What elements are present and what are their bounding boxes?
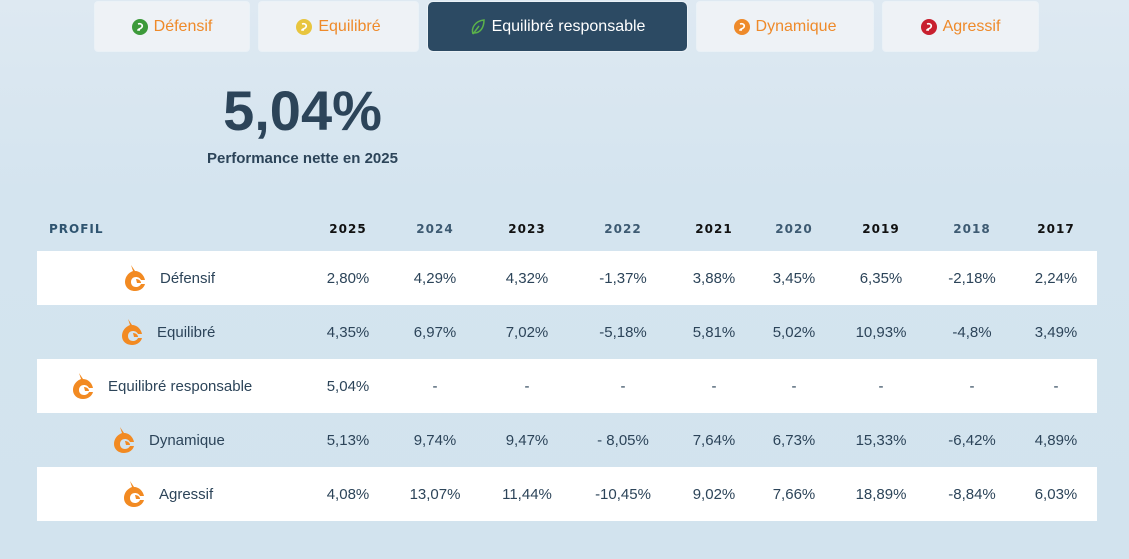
value-cell: 7,02% bbox=[505, 323, 549, 341]
value-cell: -6,42% bbox=[948, 431, 996, 449]
tab-label: Défensif bbox=[153, 17, 213, 35]
value-cell: 4,08% bbox=[326, 485, 370, 503]
value-cell: -2,18% bbox=[948, 269, 996, 287]
value-cell: 5,02% bbox=[772, 323, 816, 341]
value-cell: - bbox=[432, 377, 438, 395]
value-cell: - bbox=[524, 377, 530, 395]
value-cell: 6,97% bbox=[413, 323, 457, 341]
value-cell: 5,13% bbox=[326, 431, 370, 449]
value-cell: 4,32% bbox=[505, 269, 549, 287]
value-cell: -1,37% bbox=[599, 269, 647, 287]
profile-cell: Equilibré bbox=[121, 305, 215, 359]
column-header-profil: PROFIL bbox=[49, 222, 104, 236]
column-header-2021: 2021 bbox=[695, 222, 733, 236]
tab-equilibre-responsable[interactable]: Equilibré responsable bbox=[428, 2, 687, 51]
value-cell: - bbox=[711, 377, 717, 395]
value-cell: 3,45% bbox=[772, 269, 816, 287]
value-cell: 4,35% bbox=[326, 323, 370, 341]
table-header: PROFIL 2025 2024 2023 2022 2021 2020 201… bbox=[37, 208, 1097, 251]
profile-name: Dynamique bbox=[149, 431, 225, 449]
profile-name: Equilibré bbox=[157, 323, 216, 341]
lynx-logo-icon bbox=[121, 318, 143, 346]
value-cell: - bbox=[969, 377, 975, 395]
value-cell: 15,33% bbox=[855, 431, 907, 449]
profile-badge-icon bbox=[733, 18, 750, 35]
profile-tabs: Défensif Equilibré Equilibré responsable… bbox=[0, 2, 1129, 52]
column-header-2024: 2024 bbox=[416, 222, 454, 236]
value-cell: 11,44% bbox=[502, 485, 552, 503]
profile-name: Défensif bbox=[160, 269, 216, 287]
value-cell: 5,04% bbox=[326, 377, 370, 395]
table-row: Equilibré responsable 5,04% - - - - - - … bbox=[37, 359, 1097, 413]
tab-label: Equilibré responsable bbox=[491, 17, 646, 35]
value-cell: 2,24% bbox=[1034, 269, 1078, 287]
column-header-2018: 2018 bbox=[953, 222, 991, 236]
profile-cell: Agressif bbox=[123, 467, 213, 521]
value-cell: - bbox=[1053, 377, 1059, 395]
value-cell: - bbox=[620, 377, 626, 395]
table-row: Dynamique 5,13% 9,74% 9,47% - 8,05% 7,64… bbox=[37, 413, 1097, 467]
value-cell: - bbox=[791, 377, 797, 395]
leaf-icon bbox=[470, 18, 486, 35]
value-cell: 3,49% bbox=[1034, 323, 1078, 341]
profile-cell: Défensif bbox=[124, 251, 215, 305]
lynx-logo-icon bbox=[124, 264, 146, 292]
lynx-logo-icon bbox=[123, 480, 145, 508]
tab-equilibre[interactable]: Equilibré bbox=[259, 2, 418, 51]
column-header-2022: 2022 bbox=[604, 222, 642, 236]
value-cell: 18,89% bbox=[855, 485, 907, 503]
value-cell: -8,84% bbox=[948, 485, 996, 503]
value-cell: -5,18% bbox=[599, 323, 647, 341]
value-cell: 3,88% bbox=[692, 269, 736, 287]
value-cell: -10,45% bbox=[595, 485, 651, 503]
value-cell: -4,8% bbox=[952, 323, 992, 341]
column-header-2025: 2025 bbox=[329, 222, 367, 236]
column-header-2019: 2019 bbox=[862, 222, 900, 236]
profile-badge-icon bbox=[296, 18, 313, 35]
table-row: Equilibré 4,35% 6,97% 7,02% -5,18% 5,81%… bbox=[37, 305, 1097, 359]
performance-value: 5,04% bbox=[223, 79, 382, 142]
tab-agressif[interactable]: Agressif bbox=[883, 2, 1038, 51]
table-row: Agressif 4,08% 13,07% 11,44% -10,45% 9,0… bbox=[37, 467, 1097, 521]
value-cell: 9,47% bbox=[505, 431, 549, 449]
value-cell: 9,02% bbox=[692, 485, 736, 503]
tab-label: Dynamique bbox=[755, 17, 837, 35]
tab-dynamique[interactable]: Dynamique bbox=[697, 2, 873, 51]
table-row: Défensif 2,80% 4,29% 4,32% -1,37% 3,88% … bbox=[37, 251, 1097, 305]
tab-label: Equilibré bbox=[318, 17, 381, 35]
value-cell: 13,07% bbox=[409, 485, 461, 503]
value-cell: 6,73% bbox=[772, 431, 816, 449]
profile-name: Agressif bbox=[159, 485, 214, 503]
column-header-2023: 2023 bbox=[508, 222, 546, 236]
tab-label: Agressif bbox=[942, 17, 1001, 35]
tab-defensif[interactable]: Défensif bbox=[95, 2, 249, 51]
performance-table: PROFIL 2025 2024 2023 2022 2021 2020 201… bbox=[37, 208, 1097, 521]
lynx-logo-icon bbox=[113, 426, 135, 454]
value-cell: 6,35% bbox=[859, 269, 903, 287]
value-cell: 4,29% bbox=[413, 269, 457, 287]
value-cell: 2,80% bbox=[326, 269, 370, 287]
column-header-2017: 2017 bbox=[1037, 222, 1075, 236]
value-cell: 10,93% bbox=[855, 323, 907, 341]
value-cell: - bbox=[878, 377, 884, 395]
profile-name: Equilibré responsable bbox=[108, 377, 253, 395]
lynx-logo-icon bbox=[72, 372, 94, 400]
value-cell: 6,03% bbox=[1034, 485, 1078, 503]
performance-summary: 5,04% Performance nette en 2025 bbox=[190, 78, 415, 167]
profile-cell: Dynamique bbox=[113, 413, 225, 467]
value-cell: 7,66% bbox=[772, 485, 816, 503]
value-cell: 4,89% bbox=[1034, 431, 1078, 449]
value-cell: 9,74% bbox=[413, 431, 457, 449]
value-cell: 7,64% bbox=[692, 431, 736, 449]
value-cell: 5,81% bbox=[692, 323, 736, 341]
profile-cell: Equilibré responsable bbox=[72, 359, 252, 413]
performance-label: Performance nette en 2025 bbox=[207, 150, 398, 167]
profile-badge-icon bbox=[920, 18, 937, 35]
column-header-2020: 2020 bbox=[775, 222, 813, 236]
value-cell: - 8,05% bbox=[597, 431, 649, 449]
profile-badge-icon bbox=[131, 18, 148, 35]
